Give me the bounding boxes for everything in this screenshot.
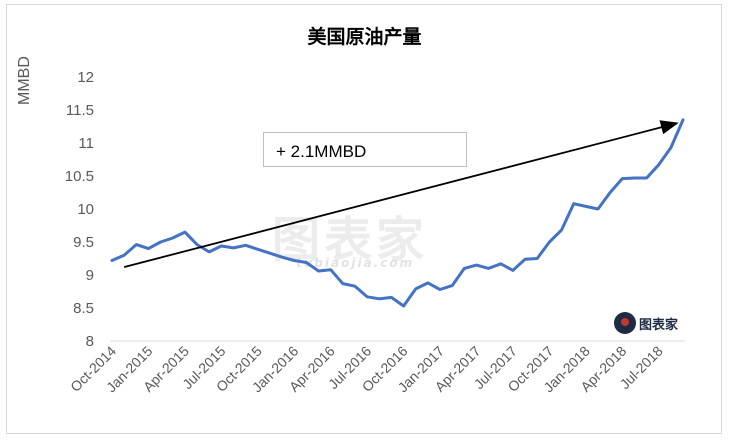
y-tick-label: 9 (86, 267, 94, 284)
trend-arrow (123, 120, 679, 268)
y-axis-ticks: 8 8.5 9 9.5 10 10.5 11 11.5 12 (65, 69, 94, 350)
chart-title: 美国原油产量 (307, 26, 422, 48)
annotation-box (263, 132, 467, 167)
brand-logo: 图表家 (614, 312, 678, 334)
y-tick-label: 9.5 (73, 234, 94, 251)
y-tick-label: 10.5 (65, 168, 94, 185)
y-tick-label: 8.5 (73, 300, 94, 317)
y-tick-label: 11 (78, 135, 94, 152)
y-tick-label: 10 (77, 201, 94, 218)
annotation-text: + 2.1MMBD (276, 142, 367, 161)
y-tick-label: 12 (77, 69, 94, 86)
y-tick-label: 11.5 (66, 102, 94, 119)
chart-frame (6, 4, 722, 434)
series-line-production (110, 118, 685, 308)
y-tick-label: 8 (86, 333, 94, 350)
logo-text: 图表家 (639, 317, 679, 333)
x-axis-ticks: Oct-2014Jan-2015Apr-2015Jul-2015Oct-2015… (67, 343, 666, 396)
watermark-subtext: tubiaojia.com (296, 256, 415, 270)
logo-face-icon (614, 312, 636, 334)
